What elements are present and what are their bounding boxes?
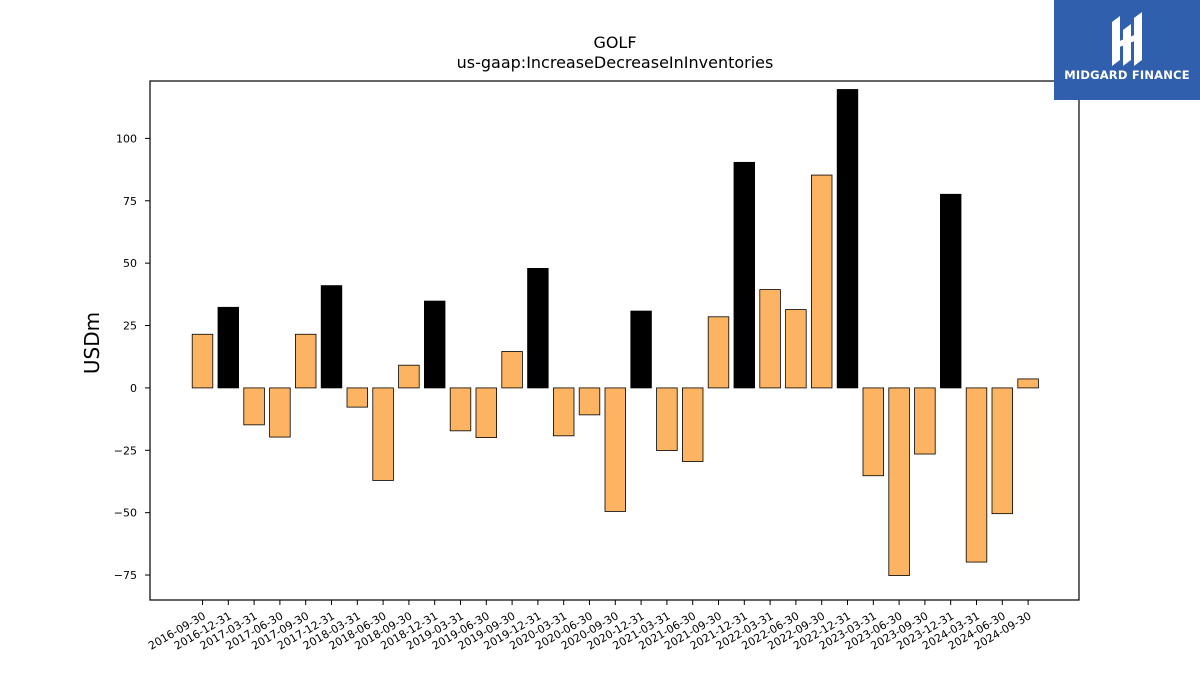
y-axis-label: USDm xyxy=(80,312,104,374)
bar-2018-12-31 xyxy=(423,300,446,389)
plot-frame xyxy=(149,80,1080,601)
x-ticks-group: 2016-09-302016-12-312017-03-312017-06-30… xyxy=(146,600,1034,653)
bar-2022-12-31 xyxy=(836,89,859,389)
bar-2018-09-30 xyxy=(398,364,420,389)
chart-subtitle: us-gaap:IncreaseDecreaseInInventories xyxy=(457,53,774,72)
bar-2023-12-31 xyxy=(940,193,962,389)
y-tick-label: 75 xyxy=(123,195,137,208)
bar-2021-06-30 xyxy=(682,387,704,462)
bar-2017-12-31 xyxy=(320,285,343,389)
bars-group xyxy=(191,89,1039,576)
bar-2024-09-30 xyxy=(1017,378,1039,389)
bar-2022-06-30 xyxy=(785,309,807,389)
bar-2019-03-31 xyxy=(449,387,472,432)
bar-2020-03-31 xyxy=(553,387,575,437)
bar-2020-12-31 xyxy=(630,310,652,389)
chart-title: GOLF xyxy=(593,33,636,52)
bar-2019-12-31 xyxy=(527,267,549,389)
y-ticks-group: −75 −50 −25 0 25 50 75 100 xyxy=(114,132,150,582)
bar-2020-09-30 xyxy=(604,387,627,512)
bar-2023-06-30 xyxy=(888,387,910,576)
bar-2020-06-30 xyxy=(578,387,601,416)
bar-2017-03-31 xyxy=(243,387,265,426)
bar-2022-03-31 xyxy=(759,289,781,389)
bar-2021-03-31 xyxy=(656,387,678,451)
bar-2024-06-30 xyxy=(991,387,1014,515)
logo-mark-icon xyxy=(1112,12,1142,66)
y-tick-label: 0 xyxy=(130,382,137,395)
y-tick-label: −50 xyxy=(114,507,137,520)
bar-2019-09-30 xyxy=(501,351,523,389)
bar-2016-12-31 xyxy=(217,306,240,389)
bar-2018-06-30 xyxy=(372,387,394,481)
y-tick-label: 50 xyxy=(123,257,137,270)
bar-2022-09-30 xyxy=(811,174,833,389)
y-tick-label: −25 xyxy=(114,444,137,457)
bar-2016-09-30 xyxy=(191,333,214,389)
bar-2017-09-30 xyxy=(294,333,317,389)
bar-2024-03-31 xyxy=(965,387,988,563)
bar-2017-06-30 xyxy=(269,387,291,438)
logo-text: MIDGARD FINANCE xyxy=(1064,68,1190,82)
bar-2023-09-30 xyxy=(914,387,936,455)
y-tick-label: 100 xyxy=(116,132,137,145)
bar-2021-12-31 xyxy=(733,161,756,389)
y-tick-label: 25 xyxy=(123,320,137,333)
y-tick-label: −75 xyxy=(114,569,137,582)
bar-2019-06-30 xyxy=(475,387,498,438)
bar-2021-09-30 xyxy=(707,316,730,389)
midgard-finance-logo: MIDGARD FINANCE xyxy=(1054,0,1200,100)
bar-2018-03-31 xyxy=(346,387,369,408)
bar-2023-03-31 xyxy=(862,387,885,477)
